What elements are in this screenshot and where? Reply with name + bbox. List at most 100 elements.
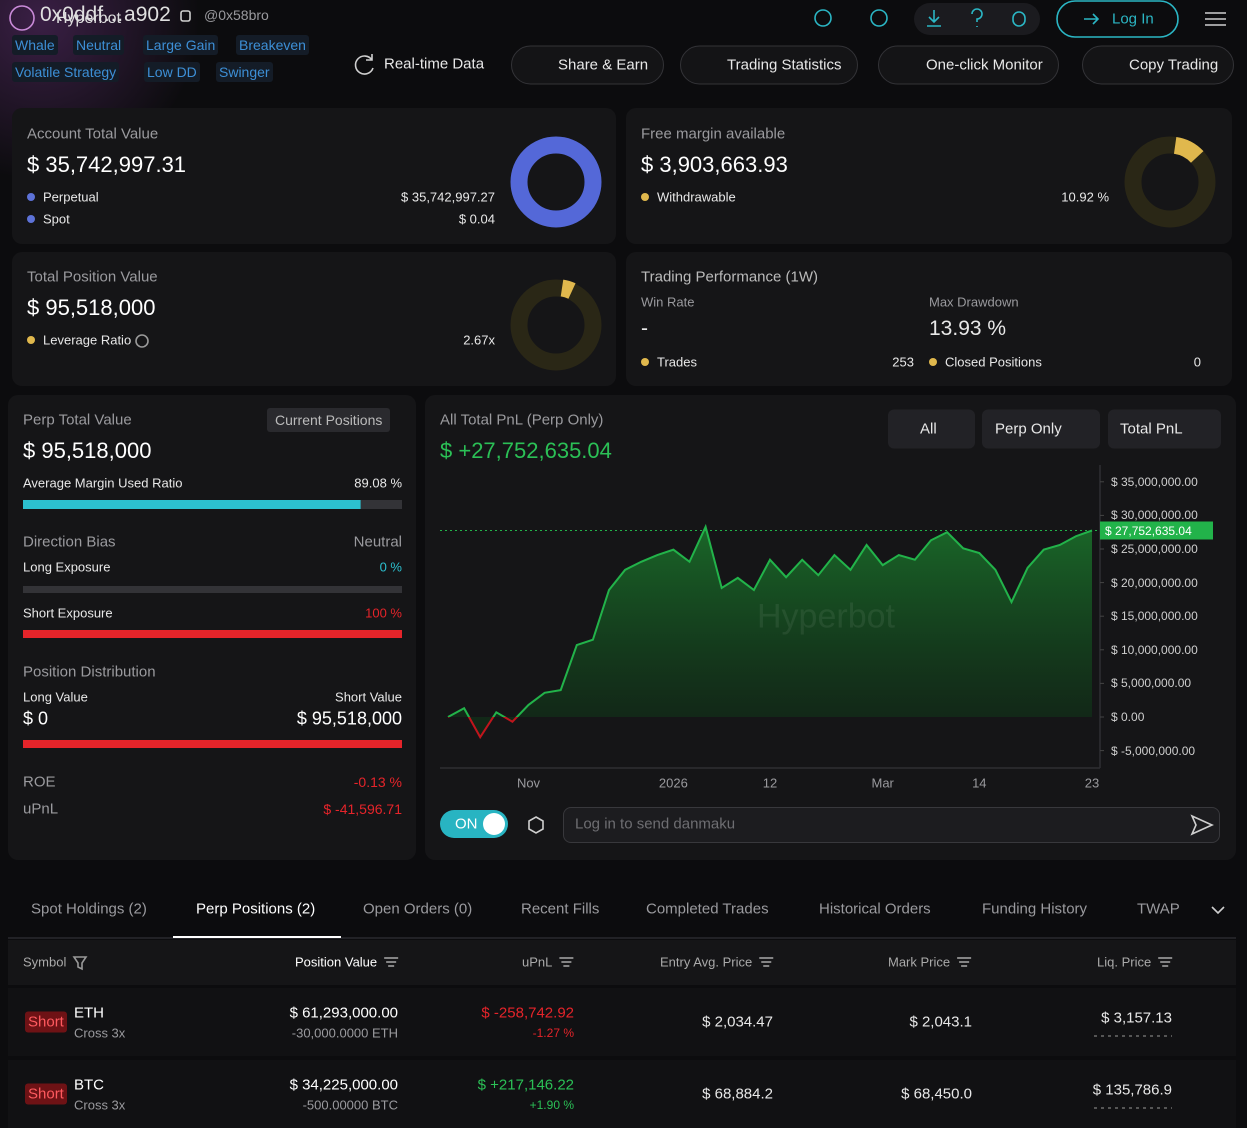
sort-icon <box>384 957 399 967</box>
mark-price: $ 68,450.0 <box>901 1085 972 1103</box>
login-button[interactable] <box>1056 0 1179 38</box>
tab[interactable]: Completed Trades <box>646 900 769 918</box>
chart-title: All Total PnL (Perp Only) <box>440 411 604 429</box>
item-label: Leverage Ratio <box>43 332 132 348</box>
distribution-bar <box>23 740 402 748</box>
action-button[interactable]: Share & Earn <box>511 45 665 85</box>
action-button[interactable]: Trading Statistics <box>680 45 858 85</box>
item-label: Withdrawable <box>657 189 736 205</box>
language-icon[interactable] <box>870 9 888 27</box>
tab[interactable]: Open Orders (0) <box>363 900 473 918</box>
upnl: $ +217,146.22 <box>477 1076 574 1094</box>
label: Long Exposure <box>23 559 111 575</box>
label: Average Margin Used Ratio <box>23 475 183 491</box>
table-row <box>8 1060 1236 1128</box>
y-tick-label: $ 35,000,000.00 <box>1111 474 1198 489</box>
tag: Volatile Strategy <box>12 62 120 82</box>
x-tick-label: 12 <box>762 775 778 791</box>
y-tick-label: $ 0.00 <box>1111 709 1145 724</box>
tab[interactable]: TWAP <box>1137 900 1180 918</box>
sort-icon <box>559 957 574 967</box>
column-header[interactable]: Position Value <box>295 954 378 970</box>
watermark: Hyperbot <box>757 597 895 636</box>
logo-icon <box>9 5 35 31</box>
margin-donut <box>1124 136 1216 228</box>
handle: @0x58bro <box>204 7 269 23</box>
filter[interactable]: Total PnL <box>1108 409 1221 449</box>
y-tick-label: $ 20,000,000.00 <box>1111 575 1198 590</box>
action-button[interactable]: Copy Trading <box>1082 45 1235 85</box>
icons <box>8 0 1236 971</box>
value: $ -41,596.71 <box>323 801 402 817</box>
item-label: Perpetual <box>43 189 99 205</box>
label: Short Exposure <box>23 605 113 621</box>
column-header[interactable]: uPnL <box>522 954 553 970</box>
side-badge: Short <box>25 1011 67 1033</box>
panel-value: $ 95,518,000 <box>23 438 152 463</box>
menu-icon[interactable] <box>1205 12 1226 26</box>
item-value: $ 35,742,997.27 <box>401 189 495 205</box>
copy-icon[interactable] <box>180 10 191 22</box>
filter-icon[interactable] <box>72 956 88 971</box>
symbol: BTC <box>74 1076 104 1094</box>
tab[interactable]: Funding History <box>982 900 1088 918</box>
legend-dot <box>641 358 649 366</box>
legend-dot <box>641 193 649 201</box>
placeholder[interactable]: Log in to send danmaku <box>575 815 736 833</box>
liq-price: $ 3,157.13 <box>1101 1009 1172 1027</box>
filter[interactable]: All <box>888 409 975 449</box>
label: Short Value <box>335 689 402 705</box>
toggle-label[interactable]: ON <box>455 815 478 833</box>
panel-title: Perp Total Value <box>23 411 132 429</box>
tab[interactable]: Perp Positions (2) <box>196 900 316 918</box>
bar-fill <box>23 630 402 638</box>
side-badge: Short <box>25 1083 67 1105</box>
tag: Low DD <box>144 62 200 82</box>
bar-track <box>23 586 402 593</box>
column-header[interactable]: Mark Price <box>888 954 951 970</box>
address: 0x0ddf…a902 <box>40 3 171 26</box>
value: -0.13 % <box>353 774 402 790</box>
leverage-donut <box>510 279 602 371</box>
account-donut <box>510 136 602 228</box>
filter[interactable]: Perp Only <box>982 409 1100 449</box>
card-value: $ 35,742,997.31 <box>27 152 187 177</box>
sort-icon <box>759 957 774 967</box>
column-header[interactable]: Liq. Price <box>1097 954 1152 970</box>
upnl-pct: -1.27 % <box>532 1026 574 1040</box>
download-icon[interactable] <box>927 10 941 27</box>
column-header[interactable]: Entry Avg. Price <box>660 954 753 970</box>
column-header[interactable]: Symbol <box>23 954 67 970</box>
bug-icon[interactable] <box>1012 11 1026 27</box>
tab[interactable]: Recent Fills <box>521 900 600 918</box>
button[interactable]: Current Positions <box>267 408 391 432</box>
login-label[interactable]: Log In <box>1112 10 1154 28</box>
settings-icon[interactable] <box>528 816 544 834</box>
refresh-icon <box>354 54 374 75</box>
card-value: $ 3,903,663.93 <box>641 152 788 177</box>
tab[interactable]: Spot Holdings (2) <box>31 900 147 918</box>
label: uPnL <box>23 800 59 818</box>
action-button[interactable]: One-click Monitor <box>878 45 1059 85</box>
percent: 10.92 % <box>1061 189 1109 205</box>
send-icon[interactable] <box>1190 814 1214 836</box>
ratio: 2.67x <box>463 332 495 348</box>
card-title: Account Total Value <box>27 125 159 143</box>
search-icon[interactable] <box>814 9 832 27</box>
x-tick-label: 14 <box>972 775 987 791</box>
table-row <box>8 988 1236 1056</box>
stat-value: - <box>641 317 648 340</box>
tag: Swinger <box>216 62 273 82</box>
margin-arc <box>1124 136 1216 228</box>
stat-value: 13.93 % <box>929 317 1007 340</box>
danmaku-input[interactable] <box>563 807 1220 843</box>
tab[interactable]: Historical Orders <box>819 900 931 918</box>
y-tick-label: $ 30,000,000.00 <box>1111 508 1198 523</box>
card-title: Trading Performance (1W) <box>641 268 818 286</box>
item-value: $ 0.04 <box>458 211 495 227</box>
help-icon[interactable] <box>971 8 983 27</box>
action[interactable]: Real-time Data <box>384 55 485 73</box>
margin-mode: Cross 3x <box>74 1097 126 1113</box>
symbol: ETH <box>74 1004 104 1022</box>
value: $ 0 <box>23 708 49 729</box>
